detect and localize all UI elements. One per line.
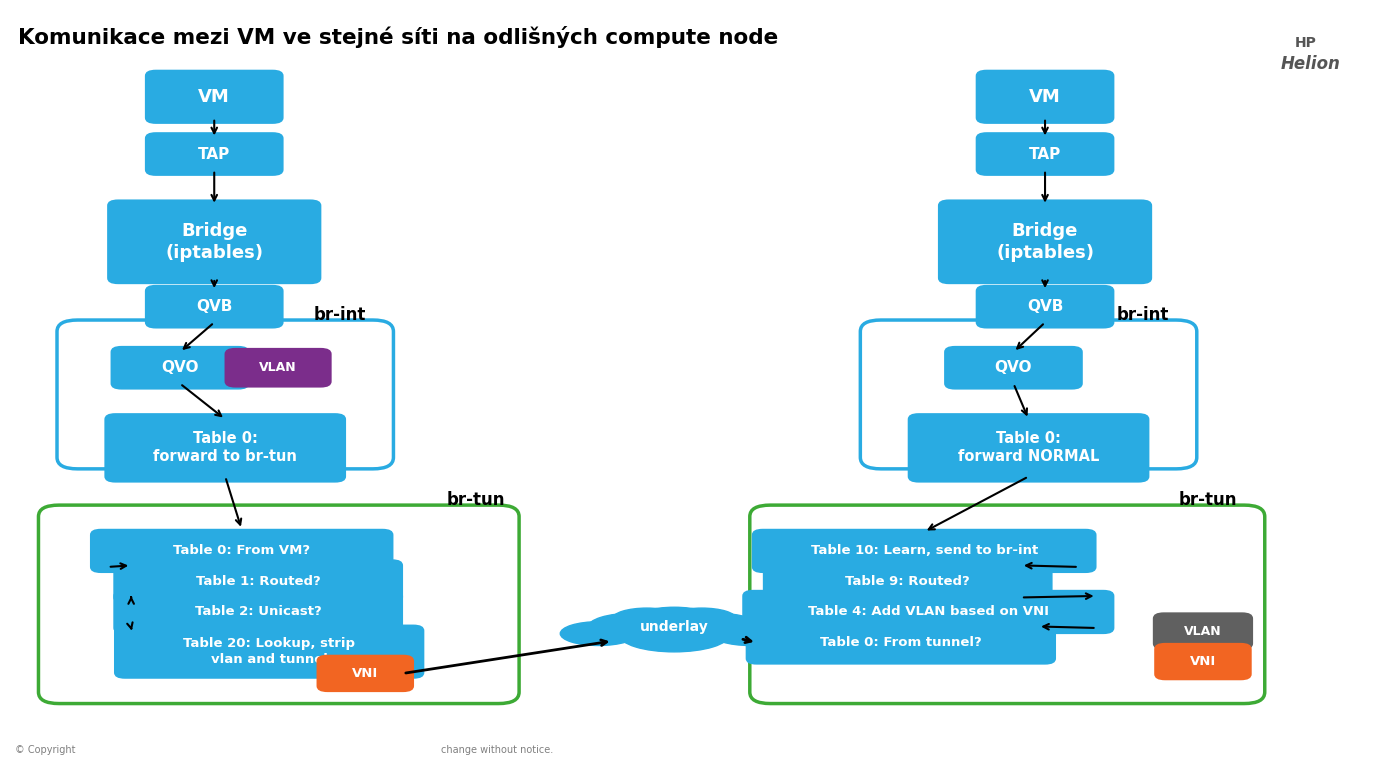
FancyBboxPatch shape xyxy=(746,620,1055,665)
FancyBboxPatch shape xyxy=(107,199,322,284)
Text: br-int: br-int xyxy=(1117,306,1170,324)
FancyBboxPatch shape xyxy=(316,655,414,692)
Ellipse shape xyxy=(633,607,716,633)
Text: Table 9: Routed?: Table 9: Routed? xyxy=(845,575,970,588)
Text: br-tun: br-tun xyxy=(447,491,505,509)
FancyBboxPatch shape xyxy=(105,413,347,483)
Text: Table 0:
forward to br-tun: Table 0: forward to br-tun xyxy=(153,431,297,464)
Text: Table 1: Routed?: Table 1: Routed? xyxy=(195,575,321,588)
Text: © Copyright: © Copyright xyxy=(15,745,76,755)
Text: underlay: underlay xyxy=(640,620,709,634)
FancyBboxPatch shape xyxy=(56,320,394,469)
FancyBboxPatch shape xyxy=(39,505,519,703)
Text: Table 0: From tunnel?: Table 0: From tunnel? xyxy=(820,636,981,649)
Text: VM: VM xyxy=(1029,88,1061,106)
Ellipse shape xyxy=(619,618,729,652)
FancyBboxPatch shape xyxy=(110,346,249,390)
Text: change without notice.: change without notice. xyxy=(440,745,553,755)
FancyBboxPatch shape xyxy=(938,199,1152,284)
FancyBboxPatch shape xyxy=(750,505,1265,703)
Ellipse shape xyxy=(667,608,736,630)
FancyBboxPatch shape xyxy=(113,559,403,604)
FancyBboxPatch shape xyxy=(762,559,1053,604)
Text: VLAN: VLAN xyxy=(1185,624,1222,637)
FancyBboxPatch shape xyxy=(224,348,332,388)
FancyBboxPatch shape xyxy=(144,133,283,176)
FancyBboxPatch shape xyxy=(908,413,1149,483)
Ellipse shape xyxy=(670,614,761,641)
Text: Bridge
(iptables): Bridge (iptables) xyxy=(165,222,263,261)
Ellipse shape xyxy=(588,614,678,641)
FancyBboxPatch shape xyxy=(113,590,403,634)
Text: Table 0:
forward NORMAL: Table 0: forward NORMAL xyxy=(958,431,1099,464)
FancyBboxPatch shape xyxy=(751,529,1097,573)
FancyBboxPatch shape xyxy=(1153,612,1254,650)
FancyBboxPatch shape xyxy=(1154,643,1252,680)
Text: Table 20: Lookup, strip
vlan and tunnel: Table 20: Lookup, strip vlan and tunnel xyxy=(183,637,355,666)
Text: QVO: QVO xyxy=(161,360,198,375)
Text: VNI: VNI xyxy=(352,667,378,680)
FancyBboxPatch shape xyxy=(976,133,1115,176)
FancyBboxPatch shape xyxy=(144,70,283,124)
FancyBboxPatch shape xyxy=(89,529,394,573)
Text: QVO: QVO xyxy=(995,360,1032,375)
Text: TAP: TAP xyxy=(1029,146,1061,162)
Text: TAP: TAP xyxy=(198,146,230,162)
Ellipse shape xyxy=(612,608,681,630)
FancyBboxPatch shape xyxy=(976,285,1115,329)
Text: HP: HP xyxy=(1295,36,1317,50)
Text: VNI: VNI xyxy=(1190,655,1216,668)
Text: Table 0: From VM?: Table 0: From VM? xyxy=(173,545,310,558)
Text: VM: VM xyxy=(198,88,230,106)
Text: Table 4: Add VLAN based on VNI: Table 4: Add VLAN based on VNI xyxy=(808,605,1049,618)
Text: Helion: Helion xyxy=(1281,55,1340,73)
FancyBboxPatch shape xyxy=(114,624,424,679)
Text: Table 10: Learn, send to br-int: Table 10: Learn, send to br-int xyxy=(810,545,1038,558)
Text: Bridge
(iptables): Bridge (iptables) xyxy=(996,222,1094,261)
Ellipse shape xyxy=(560,622,637,646)
Text: br-int: br-int xyxy=(314,306,366,324)
FancyBboxPatch shape xyxy=(144,285,283,329)
FancyBboxPatch shape xyxy=(944,346,1083,390)
FancyBboxPatch shape xyxy=(976,70,1115,124)
Text: Komunikace mezi VM ve stejné síti na odlišných compute node: Komunikace mezi VM ve stejné síti na odl… xyxy=(18,26,777,47)
Ellipse shape xyxy=(711,622,788,646)
Text: QVB: QVB xyxy=(1026,300,1064,314)
FancyBboxPatch shape xyxy=(860,320,1197,469)
Text: Table 2: Unicast?: Table 2: Unicast? xyxy=(195,605,322,618)
Text: br-tun: br-tun xyxy=(1179,491,1237,509)
Text: VLAN: VLAN xyxy=(259,362,297,375)
Text: QVB: QVB xyxy=(195,300,233,314)
FancyBboxPatch shape xyxy=(742,590,1115,634)
